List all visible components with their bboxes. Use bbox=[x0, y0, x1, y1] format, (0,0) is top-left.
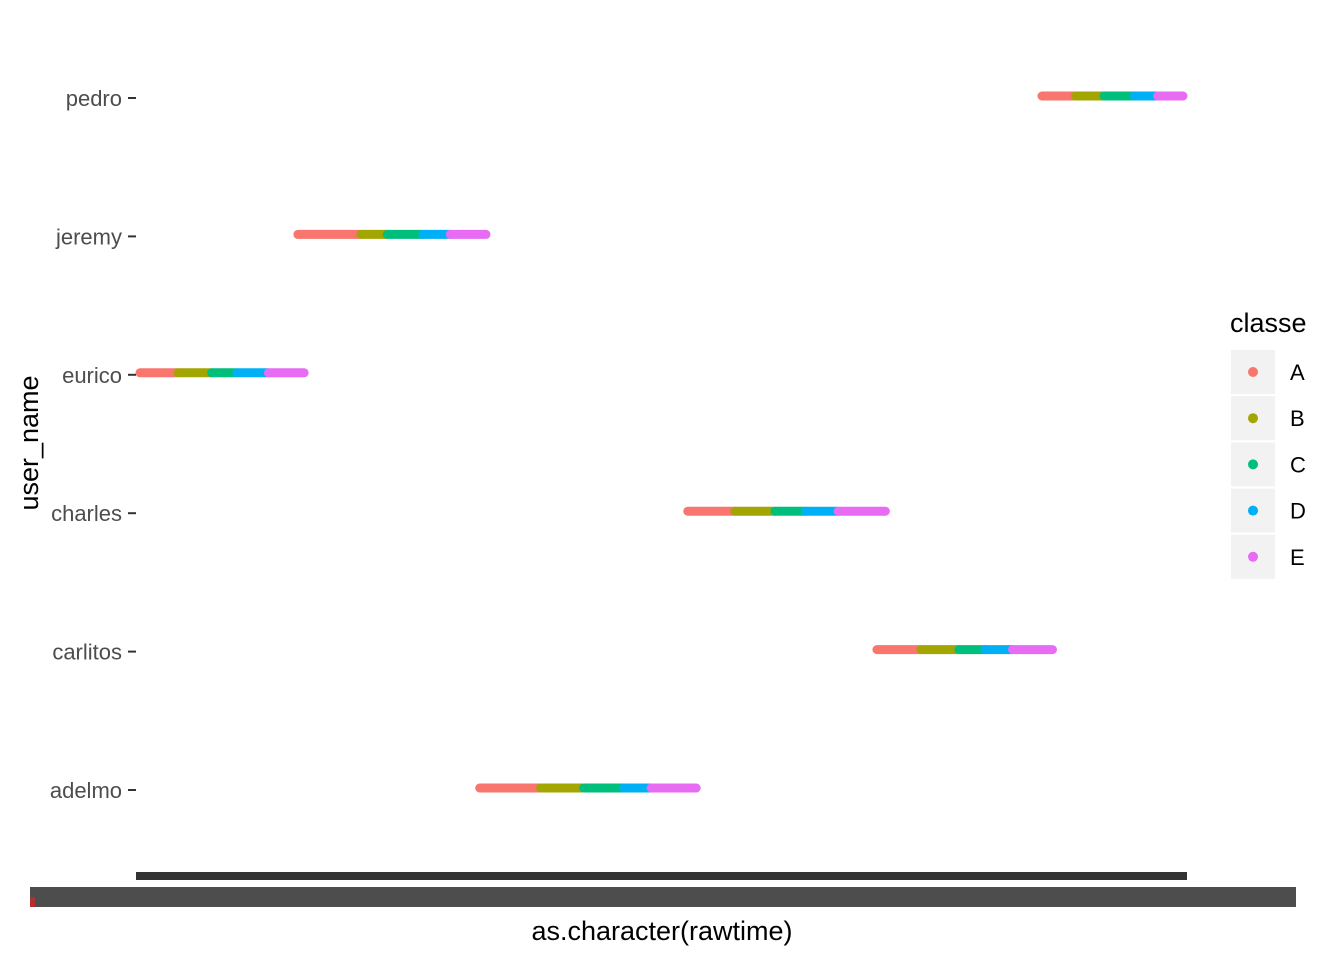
legend-label-E: E bbox=[1290, 545, 1305, 570]
legend-swatch-A bbox=[1248, 367, 1258, 377]
legend-swatch-E bbox=[1248, 551, 1258, 562]
legend-title: classe bbox=[1230, 308, 1307, 338]
legend-label-D: D bbox=[1290, 499, 1306, 524]
y-tick-label: pedro bbox=[66, 86, 122, 111]
plot-panel bbox=[135, 91, 1188, 793]
y-axis: adelmo carlitos charles eurico jeremy pedro bbox=[50, 86, 136, 803]
legend-label-B: B bbox=[1290, 406, 1305, 431]
y-tick-label: charles bbox=[51, 501, 122, 526]
legend-swatch-D bbox=[1248, 505, 1258, 516]
y-tick-label: eurico bbox=[62, 363, 122, 388]
x-axis-tick-labels-edge bbox=[30, 897, 35, 907]
y-tick-label: carlitos bbox=[52, 640, 122, 665]
x-axis-tick-labels-overlap bbox=[30, 887, 1296, 907]
y-tick-label: adelmo bbox=[50, 778, 122, 803]
x-axis-title: as.character(rawtime) bbox=[531, 916, 792, 946]
legend-label-A: A bbox=[1290, 360, 1305, 385]
y-axis-title: user_name bbox=[14, 375, 44, 510]
legend-swatch-C bbox=[1248, 459, 1258, 470]
legend-swatch-B bbox=[1248, 413, 1258, 424]
x-axis-ticks-overlap bbox=[136, 872, 1187, 880]
y-tick-label: jeremy bbox=[55, 224, 122, 249]
legend-label-C: C bbox=[1290, 452, 1306, 477]
